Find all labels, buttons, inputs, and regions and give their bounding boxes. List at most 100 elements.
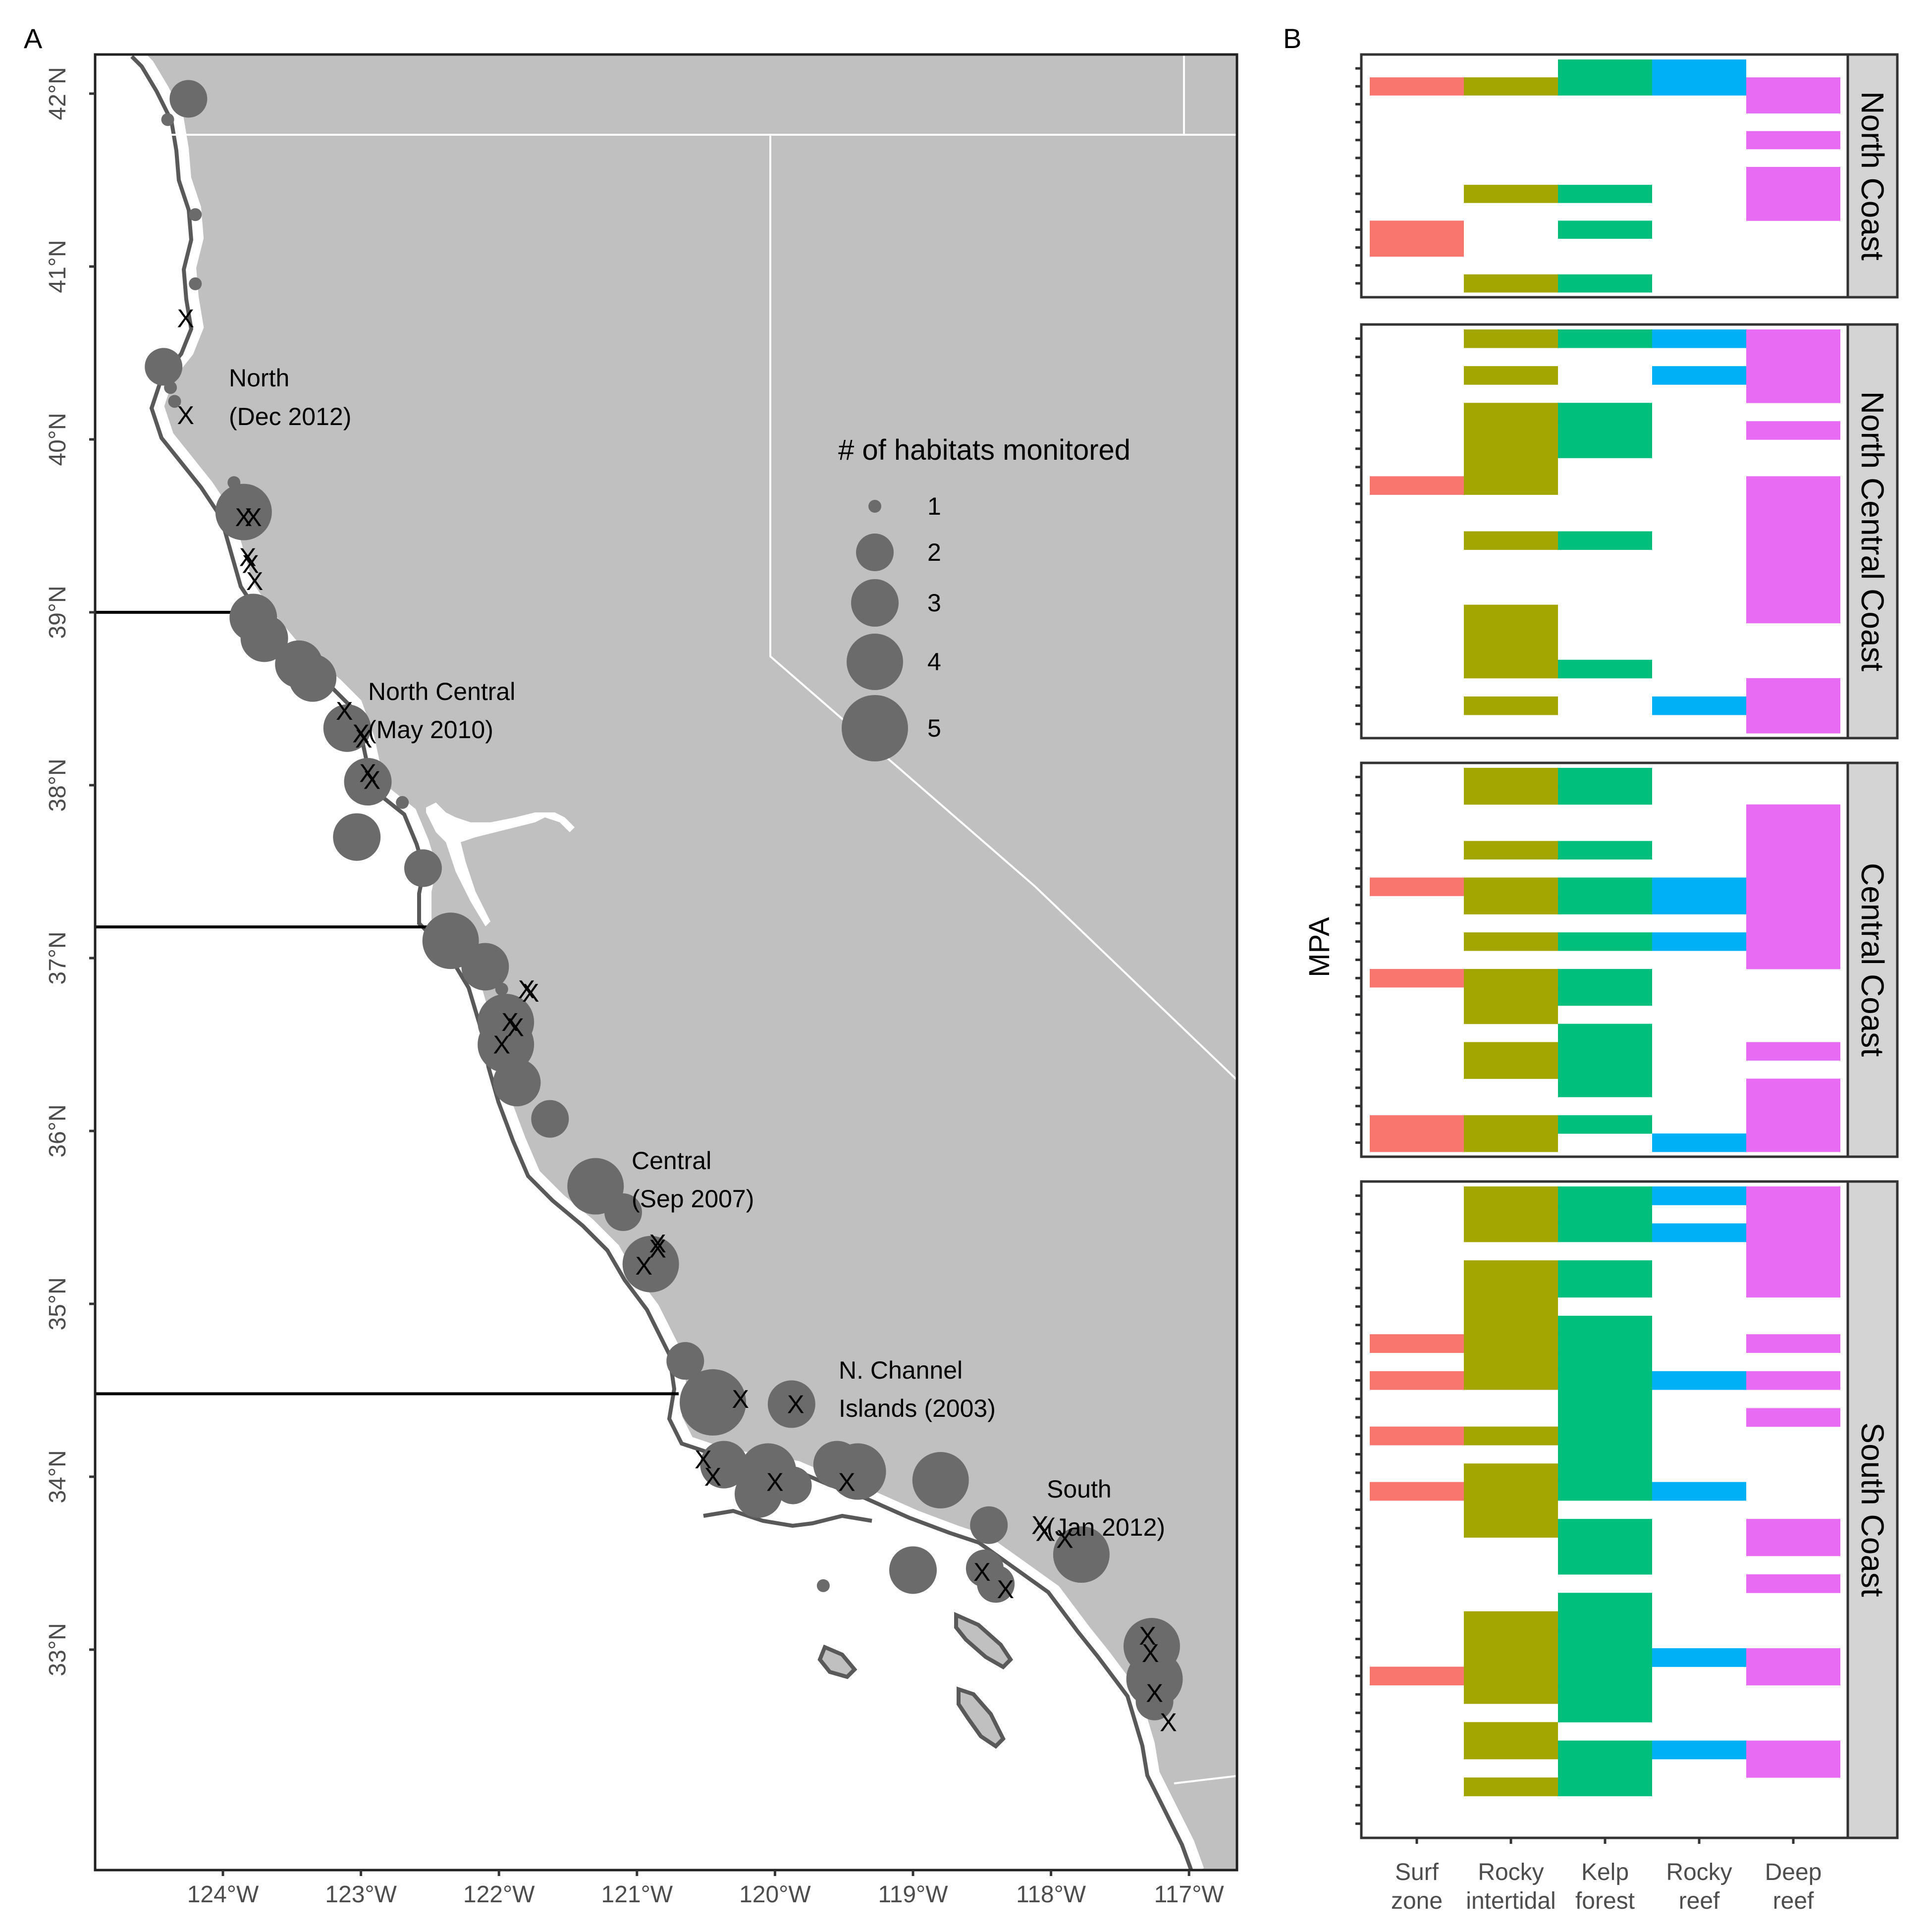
habitat-cell — [1464, 1519, 1558, 1538]
habitat-cell — [1370, 1482, 1464, 1501]
habitat-cell — [1558, 274, 1652, 293]
lat-tick-label: 39°N — [45, 586, 71, 639]
habitat-cell — [1746, 1666, 1840, 1686]
x-marker: X — [246, 567, 264, 596]
island-san-nicolas — [817, 1644, 858, 1679]
region-label-north-central: North Central (May 2010) — [368, 678, 515, 744]
lat-tick-label: 35°N — [45, 1277, 71, 1330]
habitat-cell — [1464, 1260, 1558, 1279]
region-north-line1: North — [229, 364, 289, 392]
habitat-cell — [1558, 1334, 1652, 1353]
habitat-cell — [1558, 1445, 1652, 1464]
habitat-cell — [1746, 348, 1840, 367]
x-marker: X — [518, 975, 536, 1004]
habitat-cell — [1464, 1722, 1558, 1741]
habitat-cell — [1464, 987, 1558, 1006]
habitat-cell — [1652, 366, 1746, 385]
habitat-cell — [1558, 1482, 1652, 1501]
facet: South Coast — [1355, 1180, 1899, 1839]
x-marker: X — [177, 305, 194, 333]
site-marker — [189, 277, 202, 290]
habitat-cell — [1464, 1666, 1558, 1686]
site-marker — [734, 1470, 782, 1518]
habitat-cell — [1558, 1371, 1652, 1390]
site-marker — [767, 1380, 815, 1428]
habitat-cell — [1464, 1352, 1558, 1372]
site-marker — [977, 1565, 1015, 1603]
facet-strip-label: South Coast — [1855, 1422, 1890, 1597]
region-central-line1: Central — [632, 1147, 711, 1175]
panel-a-label: A — [24, 23, 43, 54]
site-marker — [344, 758, 392, 806]
habitat-cell — [1652, 59, 1746, 78]
habitat-cell — [1558, 329, 1652, 348]
habitat-cell — [1464, 1005, 1558, 1024]
size-legend: # of habitats monitored 1 2 3 4 5 — [838, 434, 1130, 761]
habitat-cell — [1746, 494, 1840, 513]
habitat-cell — [1746, 131, 1840, 150]
habitat-cell — [1746, 421, 1840, 440]
habitat-cell — [1464, 768, 1558, 787]
y-axis-title: MPA — [1303, 917, 1336, 977]
habitat-cell — [1746, 1223, 1840, 1242]
region-channel-line1: N. Channel — [839, 1356, 963, 1384]
region-boundaries — [95, 611, 679, 1395]
habitat-cell — [1464, 932, 1558, 951]
habitat-cell — [1652, 1133, 1746, 1152]
x-marker: X — [1160, 1709, 1177, 1737]
x-marker: X — [235, 503, 252, 532]
habitat-cell — [1464, 1500, 1558, 1519]
habitat-cell — [1746, 366, 1840, 385]
habitat-cell — [1370, 1426, 1464, 1446]
site-marker — [774, 1466, 812, 1504]
habitat-cell — [1746, 1042, 1840, 1061]
site-marker — [323, 704, 371, 752]
site-marker — [145, 348, 183, 386]
legend-label: 3 — [927, 589, 941, 617]
habitat-cell — [1746, 696, 1840, 715]
habitat-cell — [1558, 1390, 1652, 1408]
habitat-cell — [1558, 987, 1652, 1006]
habitat-cell — [1746, 1574, 1840, 1593]
habitat-cell — [1652, 1186, 1746, 1205]
site-marker — [531, 1100, 569, 1138]
region-label-central: Central (Sep 2007) — [632, 1147, 754, 1213]
x-label-kelp-line1: Kelp — [1581, 1859, 1629, 1885]
island-san-clemente — [957, 1686, 1006, 1749]
x-marker: X — [364, 766, 381, 795]
habitat-cell — [1746, 1205, 1840, 1224]
habitat-cell — [1370, 238, 1464, 257]
x-label-surf-line1: Surf — [1395, 1859, 1439, 1885]
habitat-cell — [1464, 1186, 1558, 1205]
site-marker — [404, 849, 442, 887]
x-marker: X — [336, 697, 353, 726]
habitat-cell — [1558, 1666, 1652, 1686]
site-marker — [493, 1059, 541, 1107]
habitat-cell — [1652, 932, 1746, 951]
habitat-cell — [1746, 841, 1840, 860]
habitat-cell — [1464, 1205, 1558, 1224]
habitat-cell — [1746, 1115, 1840, 1134]
habitat-cell — [1464, 1426, 1558, 1446]
habitat-cell — [1746, 932, 1840, 951]
habitat-cell — [1746, 329, 1840, 348]
habitat-cell — [1746, 714, 1840, 734]
habitat-cell — [1464, 841, 1558, 860]
habitat-cell — [1464, 1482, 1558, 1501]
x-axis-labels: Surf zone Rocky intertidal Kelp forest R… — [1391, 1859, 1822, 1914]
x-marker: X — [355, 725, 373, 753]
lon-tick-label: 118°W — [1016, 1881, 1086, 1908]
habitat-cell — [1652, 1740, 1746, 1760]
x-marker: X — [1056, 1525, 1073, 1554]
island-catalina — [954, 1611, 1014, 1669]
legend-circle — [856, 534, 894, 571]
legend-items: 1 2 3 4 5 — [842, 492, 941, 761]
habitat-cell — [1558, 841, 1652, 860]
legend-circle — [847, 634, 903, 690]
site-marker — [161, 113, 174, 126]
x-marker: X — [501, 1008, 519, 1037]
site-marker — [1053, 1526, 1110, 1583]
habitat-cell — [1746, 1648, 1840, 1667]
habitat-cell — [1652, 1482, 1746, 1501]
habitat-cell — [1652, 877, 1746, 896]
